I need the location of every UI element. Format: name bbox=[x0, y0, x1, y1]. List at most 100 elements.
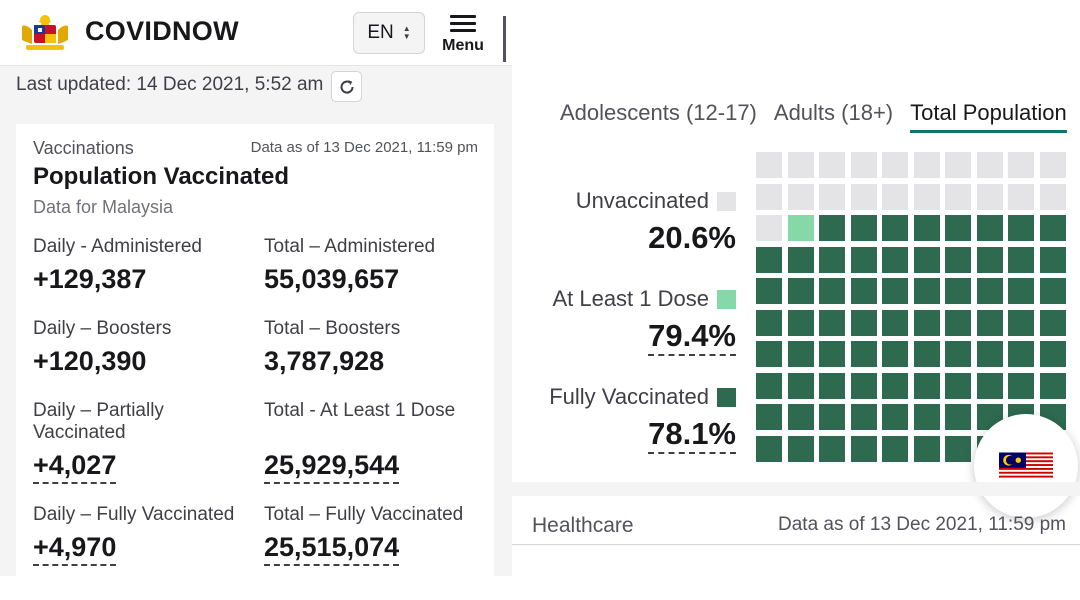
language-select[interactable]: EN ▲ ▼ bbox=[353, 12, 425, 54]
stat-label: Total – Administered bbox=[264, 236, 436, 257]
stat-value: +120,390 bbox=[33, 346, 147, 376]
population-tabs: Adolescents (12-17) Adults (18+) Total P… bbox=[560, 100, 1067, 133]
waffle-cell-fully-vaccinated bbox=[850, 246, 877, 273]
waffle-cell-fully-vaccinated bbox=[945, 215, 971, 241]
legend-swatch bbox=[717, 289, 736, 309]
stat-label: Total – Boosters bbox=[264, 318, 401, 339]
legend-percent[interactable]: 78.1% bbox=[648, 416, 736, 454]
legend-label-row: At Least 1 Dose bbox=[552, 286, 736, 312]
stat-total-boosters: Total – Boosters 3,787,928 bbox=[264, 318, 492, 377]
waffle-cell-fully-vaccinated bbox=[787, 372, 814, 399]
waffle-cell-fully-vaccinated bbox=[756, 309, 782, 336]
stat-value: 3,787,928 bbox=[264, 346, 385, 376]
waffle-cell-fully-vaccinated bbox=[1008, 372, 1034, 399]
menu-label: Menu bbox=[442, 37, 484, 54]
waffle-cell-unvaccinated bbox=[882, 183, 908, 210]
waffle-cell-unvaccinated bbox=[787, 183, 814, 210]
waffle-cell-fully-vaccinated bbox=[1008, 278, 1034, 304]
legend-percent[interactable]: 79.4% bbox=[648, 318, 736, 356]
waffle-cell-fully-vaccinated bbox=[787, 341, 814, 367]
waffle-cell-fully-vaccinated bbox=[850, 404, 877, 430]
tab-adults[interactable]: Adults (18+) bbox=[773, 100, 894, 125]
card-title: Population Vaccinated bbox=[33, 163, 290, 190]
section-label: Vaccinations bbox=[33, 138, 134, 158]
waffle-cell-fully-vaccinated bbox=[1039, 246, 1066, 273]
waffle-cell-fully-vaccinated bbox=[819, 404, 845, 430]
waffle-cell-fully-vaccinated bbox=[882, 278, 908, 304]
hamburger-icon bbox=[450, 15, 476, 32]
stat-value[interactable]: 25,515,074 bbox=[264, 532, 400, 566]
waffle-cell-unvaccinated bbox=[787, 152, 814, 178]
waffle-cell-unvaccinated bbox=[913, 183, 940, 210]
waffle-cell-fully-vaccinated bbox=[945, 404, 971, 430]
waffle-cell-fully-vaccinated bbox=[913, 404, 940, 430]
country-selector-button[interactable] bbox=[974, 414, 1078, 518]
tab-total-population[interactable]: Total Population bbox=[910, 100, 1067, 133]
waffle-cell-unvaccinated bbox=[945, 183, 971, 210]
waffle-cell-fully-vaccinated bbox=[945, 246, 971, 273]
stat-daily-administered: Daily - Administered +129,387 bbox=[33, 236, 261, 295]
healthcare-title: Healthcare bbox=[532, 514, 634, 537]
waffle-cell-fully-vaccinated bbox=[850, 372, 877, 399]
legend-swatch bbox=[717, 387, 736, 407]
waffle-cell-unvaccinated bbox=[882, 152, 908, 178]
stat-value: +129,387 bbox=[33, 264, 147, 294]
waffle-cell-fully-vaccinated bbox=[976, 372, 1003, 399]
panel-divider bbox=[503, 16, 506, 62]
stat-total-at-least-1-dose: Total - At Least 1 Dose 25,929,544 bbox=[264, 400, 492, 484]
waffle-cell-fully-vaccinated bbox=[819, 278, 845, 304]
waffle-cell-fully-vaccinated bbox=[945, 278, 971, 304]
waffle-cell-fully-vaccinated bbox=[945, 435, 971, 462]
waffle-cell-fully-vaccinated bbox=[819, 309, 845, 336]
waffle-cell-unvaccinated bbox=[756, 152, 782, 178]
waffle-cell-unvaccinated bbox=[1039, 183, 1066, 210]
waffle-cell-fully-vaccinated bbox=[850, 435, 877, 462]
waffle-cell-unvaccinated bbox=[756, 215, 782, 241]
top-navbar: COVIDNOW EN ▲ ▼ Menu bbox=[0, 0, 512, 66]
waffle-cell-fully-vaccinated bbox=[819, 435, 845, 462]
waffle-cell-fully-vaccinated bbox=[882, 341, 908, 367]
waffle-cell-unvaccinated bbox=[850, 152, 877, 178]
stat-label: Total – Fully Vaccinated bbox=[264, 504, 464, 525]
waffle-cell-fully-vaccinated bbox=[1039, 372, 1066, 399]
stat-value[interactable]: +4,027 bbox=[33, 450, 117, 484]
stat-label: Daily – Boosters bbox=[33, 318, 172, 339]
waffle-cell-fully-vaccinated bbox=[913, 246, 940, 273]
waffle-cell-fully-vaccinated bbox=[913, 341, 940, 367]
waffle-cell-fully-vaccinated bbox=[756, 404, 782, 430]
waffle-cell-fully-vaccinated bbox=[850, 309, 877, 336]
data-as-of: Data as of 13 Dec 2021, 11:59 pm bbox=[250, 139, 478, 156]
waffle-cell-unvaccinated bbox=[1008, 183, 1034, 210]
waffle-cell-at-least-1-dose bbox=[787, 215, 814, 241]
waffle-cell-fully-vaccinated bbox=[1008, 341, 1034, 367]
waffle-cell-fully-vaccinated bbox=[1008, 215, 1034, 241]
waffle-cell-fully-vaccinated bbox=[787, 278, 814, 304]
stat-value[interactable]: 25,929,544 bbox=[264, 450, 400, 484]
stat-total-administered: Total – Administered 55,039,657 bbox=[264, 236, 492, 295]
waffle-cell-fully-vaccinated bbox=[976, 246, 1003, 273]
menu-button[interactable]: Menu bbox=[436, 12, 490, 58]
healthcare-data-as-of: Data as of 13 Dec 2021, 11:59 pm bbox=[778, 514, 1066, 535]
waffle-cell-fully-vaccinated bbox=[1039, 341, 1066, 367]
waffle-cell-fully-vaccinated bbox=[882, 309, 908, 336]
malaysia-coat-of-arms-icon[interactable] bbox=[16, 12, 74, 52]
legend-percent: 20.6% bbox=[648, 220, 736, 255]
waffle-cell-unvaccinated bbox=[756, 183, 782, 210]
brand-title[interactable]: COVIDNOW bbox=[85, 16, 239, 46]
legend-label: Fully Vaccinated bbox=[549, 384, 709, 409]
waffle-cell-fully-vaccinated bbox=[787, 246, 814, 273]
right-panel: Adolescents (12-17) Adults (18+) Total P… bbox=[512, 0, 1080, 600]
waffle-cell-fully-vaccinated bbox=[913, 435, 940, 462]
waffle-cell-fully-vaccinated bbox=[819, 246, 845, 273]
refresh-icon bbox=[340, 79, 354, 94]
waffle-cell-unvaccinated bbox=[945, 152, 971, 178]
stat-value[interactable]: +4,970 bbox=[33, 532, 117, 566]
refresh-button[interactable] bbox=[331, 71, 362, 102]
waffle-cell-fully-vaccinated bbox=[1039, 309, 1066, 336]
tab-adolescents[interactable]: Adolescents (12-17) bbox=[560, 100, 757, 125]
stat-total-fully-vaccinated: Total – Fully Vaccinated 25,515,074 bbox=[264, 504, 492, 566]
section-separator bbox=[512, 482, 1080, 496]
waffle-cell-unvaccinated bbox=[1008, 152, 1034, 178]
waffle-cell-fully-vaccinated bbox=[756, 278, 782, 304]
waffle-cell-fully-vaccinated bbox=[913, 372, 940, 399]
